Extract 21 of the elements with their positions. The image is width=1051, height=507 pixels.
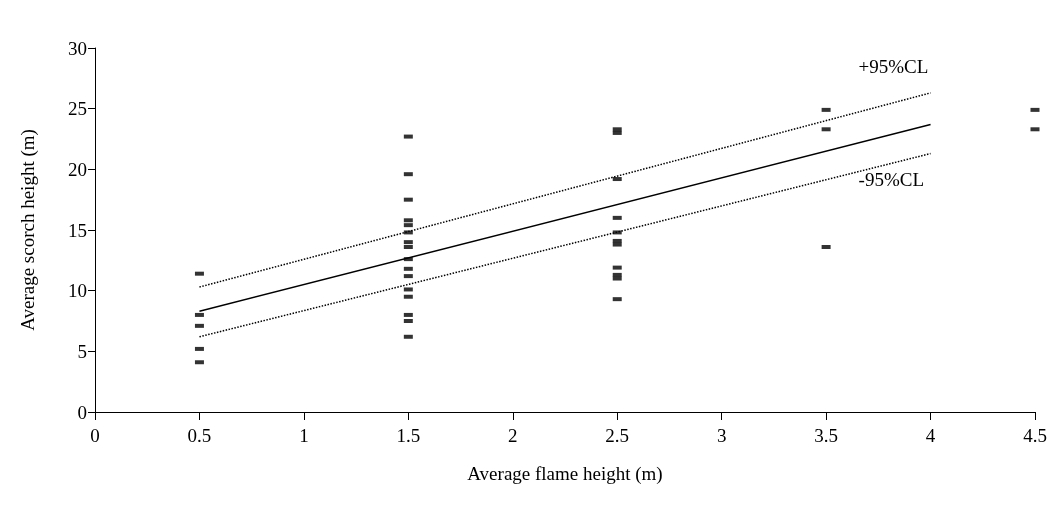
x-axis-title: Average flame height (m) (467, 463, 663, 485)
y-axis-title: Average scorch height (m) (17, 129, 39, 331)
x-tick-label: 1.5 (396, 425, 421, 446)
y-tick-label: 20 (68, 158, 87, 180)
x-tick-label: 0.5 (187, 425, 212, 446)
y-tick-label: 15 (68, 219, 87, 241)
series-label: +95%CL (858, 56, 929, 78)
x-tick-label: 3.5 (814, 425, 838, 446)
x-tick-label: 4 (925, 425, 936, 446)
y-tick-label: 0 (77, 401, 87, 423)
y-tick-label: 25 (68, 98, 87, 120)
x-tick-label: 2.5 (605, 425, 630, 446)
x-tick-label: 3 (716, 425, 727, 446)
x-tick-label: 0 (90, 425, 100, 446)
y-tick-label: 30 (68, 37, 87, 59)
y-tick-label: 10 (68, 280, 87, 302)
x-tick-label: 4.5 (1023, 425, 1047, 446)
x-tick-label: 1 (299, 425, 309, 446)
series-label: -95%CL (858, 169, 924, 191)
y-tick-label: 5 (77, 340, 87, 362)
x-tick-label: 2 (508, 425, 518, 446)
